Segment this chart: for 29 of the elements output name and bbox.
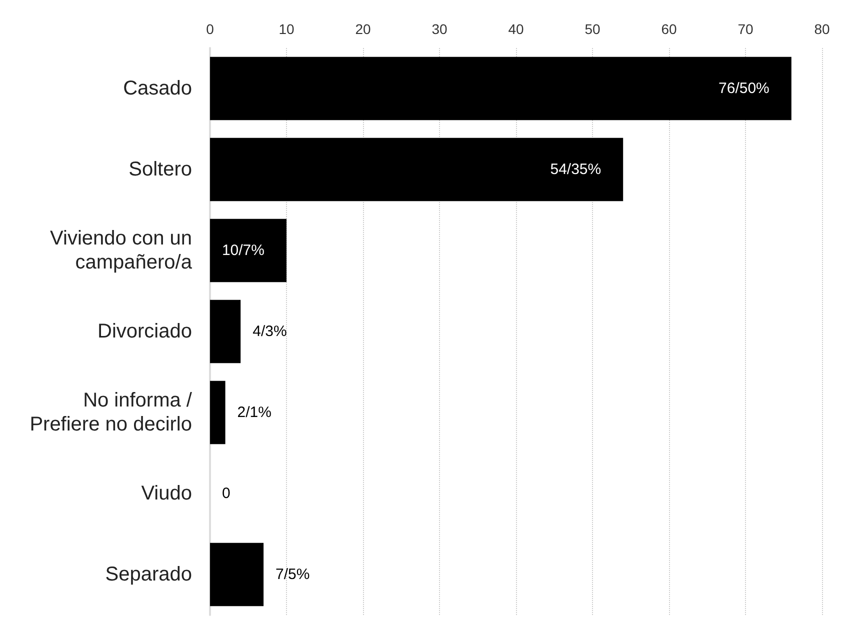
x-tick-label: 70 (738, 21, 754, 37)
bar (210, 542, 264, 606)
y-tick-label: Divorciado (98, 320, 192, 342)
bar (210, 138, 624, 202)
data-label: 0 (222, 485, 230, 502)
bar (210, 300, 241, 364)
x-tick-label: 0 (206, 21, 214, 37)
data-label: 76/50% (718, 80, 770, 97)
y-tick-label: Casado (123, 78, 192, 100)
x-tick-label: 20 (355, 21, 371, 37)
data-label: 10/7% (222, 242, 264, 259)
data-label: 4/3% (252, 323, 287, 340)
y-tick-label: Separado (105, 564, 192, 586)
data-label: 54/35% (550, 161, 602, 178)
y-tick-label: No informa / Prefiere no decirlo (30, 390, 192, 436)
y-tick-label: Viviendo con un campañero/a (50, 228, 193, 274)
x-tick-label: 30 (432, 21, 448, 37)
y-tick-label: Viudo (141, 482, 192, 504)
x-tick-label: 40 (508, 21, 524, 37)
x-tick-label: 10 (278, 21, 294, 37)
x-tick-label: 60 (661, 21, 677, 37)
bar (210, 56, 792, 120)
bar (210, 380, 226, 444)
data-label: 2/1% (237, 404, 272, 421)
bar (210, 218, 286, 282)
x-tick-label: 80 (814, 21, 830, 37)
x-tick-label: 50 (584, 21, 600, 37)
y-tick-label: Soltero (128, 158, 192, 180)
data-label: 7/5% (276, 566, 310, 583)
